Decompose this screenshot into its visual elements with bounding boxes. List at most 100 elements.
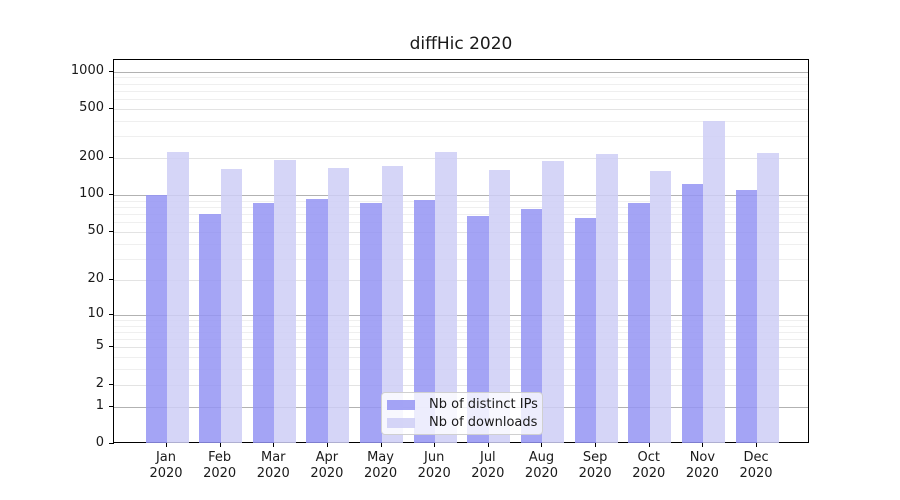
x-tick-mark xyxy=(219,443,221,447)
x-tick-label-apr: Apr 2020 xyxy=(310,450,344,481)
x-tick-label-jan: Jan 2020 xyxy=(149,450,183,481)
gridline-3 xyxy=(114,369,808,371)
y-tick-label: 2 xyxy=(95,375,104,391)
bar-ips-nov xyxy=(681,184,704,443)
bar-ips-jun xyxy=(413,199,436,443)
x-tick-mark xyxy=(541,443,543,447)
gridline-8 xyxy=(114,325,808,327)
y-tick-mark xyxy=(109,194,114,196)
gridline-90 xyxy=(114,200,808,202)
bar-ips-feb xyxy=(199,214,221,443)
y-tick-label: 10 xyxy=(87,305,104,321)
y-tick-mark xyxy=(109,278,114,280)
y-tick-label: 5 xyxy=(95,338,104,354)
gridline-700 xyxy=(114,90,808,92)
x-tick-mark xyxy=(702,443,704,447)
legend-swatch-distinct-ips xyxy=(387,399,415,410)
gridline-20 xyxy=(114,279,808,281)
x-tick-label-sep: Sep 2020 xyxy=(578,450,612,481)
bar-ips-oct xyxy=(628,202,650,443)
y-tick-mark xyxy=(109,231,114,233)
gridline-100 xyxy=(114,195,808,197)
bar-downloads-aug xyxy=(542,161,564,443)
gridline-10 xyxy=(114,314,808,316)
legend-entry-distinct-ips: Nb of distinct IPs xyxy=(387,396,542,414)
bar-downloads-apr xyxy=(327,168,350,443)
bar-ips-may xyxy=(360,203,382,443)
x-tick-mark xyxy=(380,443,382,447)
gridline-1000 xyxy=(114,71,808,73)
bar-ips-mar xyxy=(252,202,275,443)
gridline-5 xyxy=(114,347,808,349)
gridline-200 xyxy=(114,158,808,160)
y-tick-label: 200 xyxy=(79,149,104,165)
gridline-600 xyxy=(114,99,808,101)
bar-downloads-jun xyxy=(435,151,457,443)
bar-ips-sep xyxy=(574,218,597,443)
gridline-80 xyxy=(114,207,808,209)
y-tick-label: 100 xyxy=(79,186,104,202)
bar-downloads-nov xyxy=(703,120,725,443)
bar-downloads-jan xyxy=(167,151,189,443)
x-tick-label-jul: Jul 2020 xyxy=(471,450,505,481)
y-tick-label: 0 xyxy=(95,435,104,450)
x-tick-mark xyxy=(595,443,597,447)
x-tick-label-aug: Aug 2020 xyxy=(524,450,559,481)
x-tick-label-jun: Jun 2020 xyxy=(417,450,451,481)
bar-downloads-oct xyxy=(649,170,672,443)
chart-title: diffHic 2020 xyxy=(409,34,513,54)
bar-downloads-feb xyxy=(220,169,243,443)
legend-label-distinct-ips: Nb of distinct IPs xyxy=(429,397,538,412)
bar-ips-dec xyxy=(735,189,758,443)
gridline-2 xyxy=(114,384,808,386)
bar-ips-jan xyxy=(145,195,167,443)
bar-downloads-mar xyxy=(274,159,296,443)
x-tick-label-feb: Feb 2020 xyxy=(203,450,237,481)
bar-downloads-sep xyxy=(596,153,618,443)
gridline-400 xyxy=(114,120,808,122)
bar-ips-apr xyxy=(306,198,328,443)
x-tick-label-nov: Nov 2020 xyxy=(685,450,719,481)
y-tick-label: 1000 xyxy=(70,62,104,78)
legend-swatch-downloads xyxy=(387,417,415,428)
gridline-7 xyxy=(114,331,808,333)
y-tick-label: 1 xyxy=(95,397,104,413)
gridline-900 xyxy=(114,77,808,79)
gridline-30 xyxy=(114,258,808,260)
bar-ips-jul xyxy=(467,215,489,443)
y-tick-mark xyxy=(109,383,114,385)
x-tick-label-oct: Oct 2020 xyxy=(632,450,666,481)
bar-ips-aug xyxy=(520,209,543,443)
y-tick-label: 20 xyxy=(87,270,104,286)
y-tick-mark xyxy=(109,157,114,159)
gridline-6 xyxy=(114,339,808,341)
x-tick-mark xyxy=(273,443,275,447)
gridline-4 xyxy=(114,357,808,359)
x-tick-label-may: May 2020 xyxy=(364,450,398,481)
x-tick-mark xyxy=(756,443,758,447)
x-tick-mark xyxy=(166,443,167,447)
legend-entry-downloads: Nb of downloads xyxy=(387,414,542,432)
gridline-40 xyxy=(114,243,808,245)
bar-downloads-jul xyxy=(488,170,511,443)
gridline-70 xyxy=(114,214,808,216)
legend-label-downloads: Nb of downloads xyxy=(429,415,538,430)
plot-area xyxy=(113,59,809,443)
gridline-9 xyxy=(114,319,808,321)
x-tick-mark xyxy=(434,443,436,447)
bar-downloads-may xyxy=(381,165,404,443)
x-tick-mark xyxy=(326,443,328,447)
gridline-800 xyxy=(114,83,808,85)
y-tick-mark xyxy=(109,70,114,72)
y-tick-label: 500 xyxy=(79,99,104,115)
y-tick-mark xyxy=(109,107,114,109)
bar-downloads-dec xyxy=(757,152,779,443)
x-tick-label-dec: Dec 2020 xyxy=(739,450,773,481)
gridline-60 xyxy=(114,222,808,224)
x-tick-label-mar: Mar 2020 xyxy=(256,450,290,481)
gridline-300 xyxy=(114,136,808,138)
y-tick-label: 50 xyxy=(87,223,104,239)
y-tick-mark xyxy=(109,443,114,444)
x-tick-mark xyxy=(648,443,650,447)
